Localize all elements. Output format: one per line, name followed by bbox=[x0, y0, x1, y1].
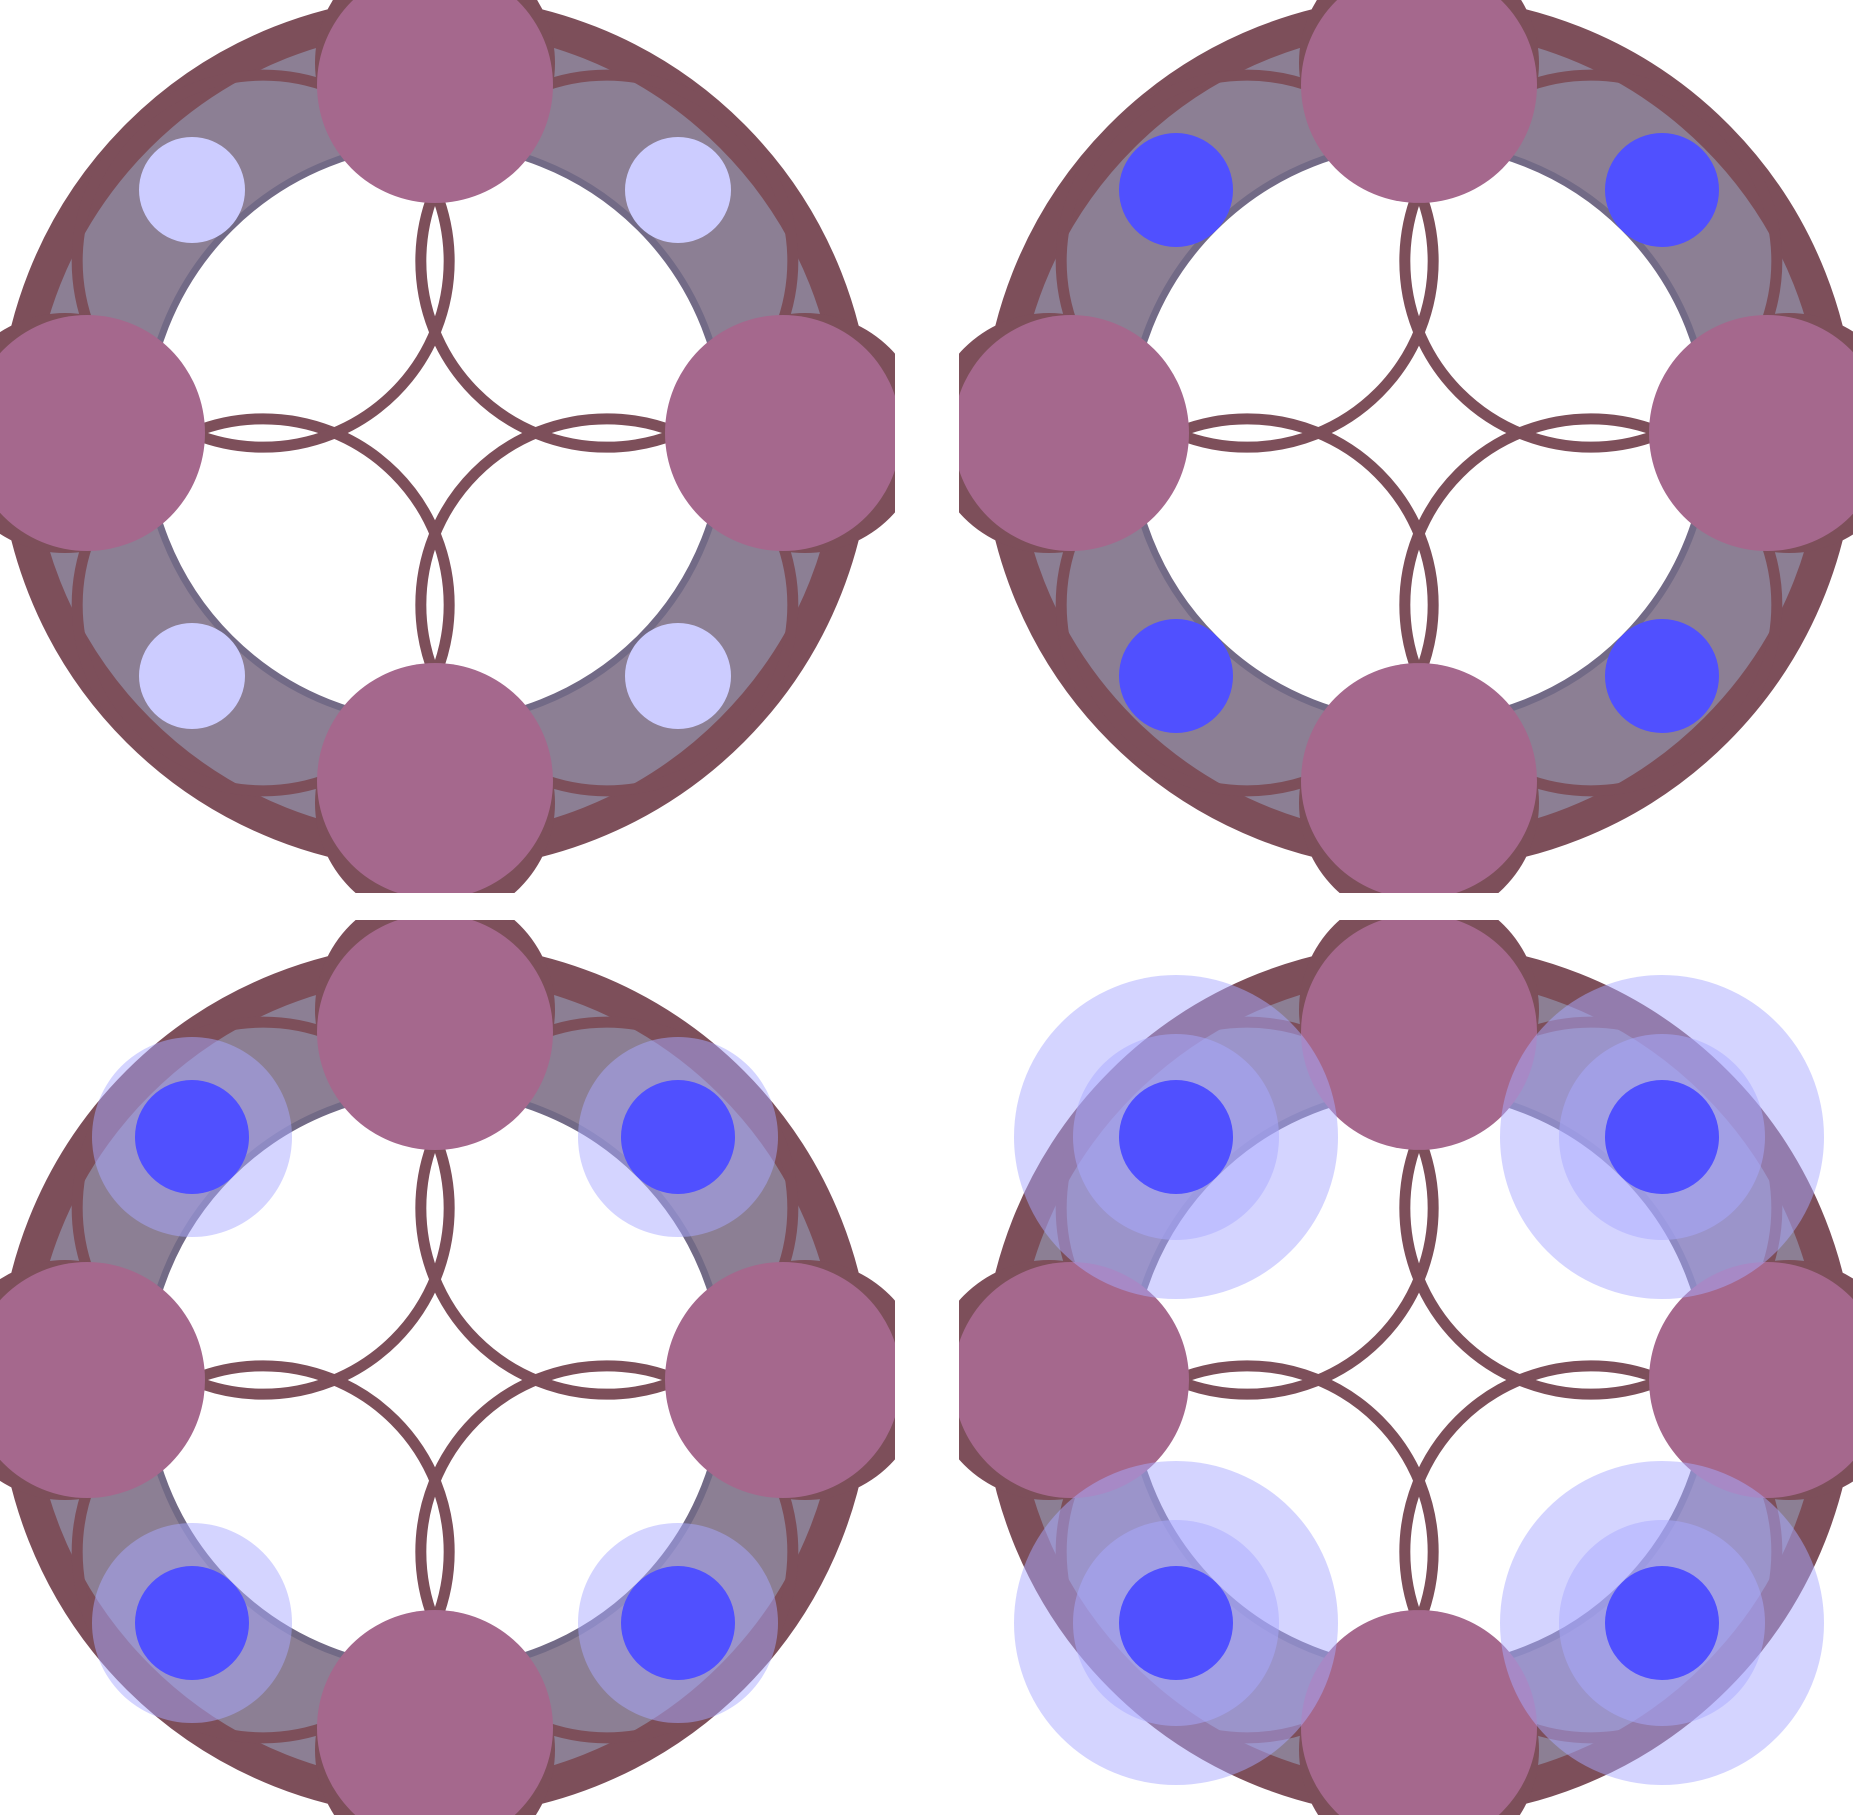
lobe bbox=[317, 1610, 553, 1815]
lobe bbox=[317, 0, 553, 203]
lobe-group bbox=[959, 920, 1853, 1815]
lobe bbox=[1301, 0, 1537, 203]
electron-dot bbox=[1605, 1566, 1719, 1680]
connector-arc bbox=[71, 1016, 455, 1400]
central-hole bbox=[145, 143, 725, 723]
lobe bbox=[665, 1262, 895, 1498]
ring-panel-large-halos bbox=[959, 920, 1853, 1815]
electron-dot bbox=[1605, 619, 1719, 733]
connector-arc bbox=[71, 413, 455, 797]
lobe-group bbox=[959, 0, 1853, 893]
lobe bbox=[1649, 1262, 1853, 1498]
ring-panel-small-halos bbox=[0, 920, 895, 1815]
connector-arc bbox=[71, 1360, 455, 1744]
connector-arc bbox=[1399, 69, 1783, 453]
lobe bbox=[1301, 920, 1537, 1150]
lobe-group bbox=[0, 0, 895, 893]
ring-panel-vivid-dots bbox=[959, 0, 1853, 893]
connector-arc bbox=[1055, 69, 1439, 453]
electron-dot bbox=[621, 1566, 735, 1680]
ring-panel-pale-dots bbox=[0, 0, 895, 893]
connector-arc bbox=[415, 1016, 799, 1400]
electron-dot bbox=[625, 137, 731, 243]
lobe bbox=[0, 315, 205, 551]
electron-dot bbox=[1119, 1080, 1233, 1194]
electron-dot bbox=[1605, 1080, 1719, 1194]
lobe bbox=[1301, 663, 1537, 893]
connector-arc bbox=[415, 1360, 799, 1744]
lobe bbox=[1649, 315, 1853, 551]
electron-dot bbox=[139, 623, 245, 729]
lobe-group bbox=[0, 920, 895, 1815]
central-hole bbox=[1129, 143, 1709, 723]
electron-dot bbox=[135, 1080, 249, 1194]
connector-arc bbox=[415, 413, 799, 797]
central-hole bbox=[145, 1090, 725, 1670]
electron-dot bbox=[135, 1566, 249, 1680]
electron-dot bbox=[1119, 1566, 1233, 1680]
electron-dot bbox=[1119, 619, 1233, 733]
electron-dot bbox=[1605, 133, 1719, 247]
connector-arc bbox=[1399, 413, 1783, 797]
lobe bbox=[959, 1262, 1189, 1498]
electron-dot bbox=[621, 1080, 735, 1194]
electron-dot bbox=[625, 623, 731, 729]
lobe bbox=[959, 315, 1189, 551]
connector-arc bbox=[71, 69, 455, 453]
connector-arc bbox=[1055, 413, 1439, 797]
lobe bbox=[317, 663, 553, 893]
lobe bbox=[1301, 1610, 1537, 1815]
lobe bbox=[317, 920, 553, 1150]
lobe bbox=[0, 1262, 205, 1498]
lobe bbox=[665, 315, 895, 551]
connector-arc bbox=[415, 69, 799, 453]
electron-dot bbox=[1119, 133, 1233, 247]
electron-dot bbox=[139, 137, 245, 243]
